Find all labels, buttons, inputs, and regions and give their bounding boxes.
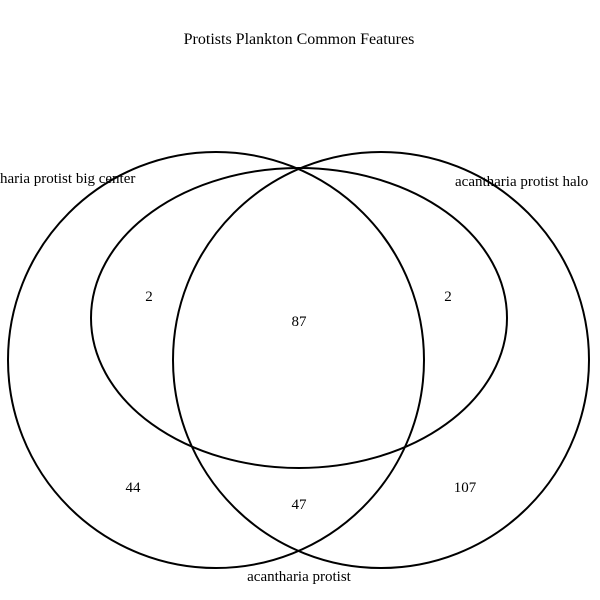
region-count-big-center-only: 44 — [126, 480, 142, 496]
diagram-title: Protists Plankton Common Features — [184, 31, 415, 48]
set-label-protist: acantharia protist — [247, 569, 352, 585]
region-count-big-center-and-halo: 47 — [292, 497, 308, 513]
region-count-halo-and-protist: 2 — [444, 289, 452, 305]
set-label-big-center: haria protist big center — [0, 171, 135, 187]
set-circle-halo — [172, 151, 590, 569]
set-ellipse-protist — [90, 167, 508, 469]
set-circle-big-center — [7, 151, 425, 569]
region-count-halo-only: 107 — [454, 480, 477, 496]
region-count-all-three: 87 — [292, 314, 308, 330]
set-label-halo: acantharia protist halo — [455, 174, 588, 190]
region-count-big-center-and-protist: 2 — [145, 289, 153, 305]
